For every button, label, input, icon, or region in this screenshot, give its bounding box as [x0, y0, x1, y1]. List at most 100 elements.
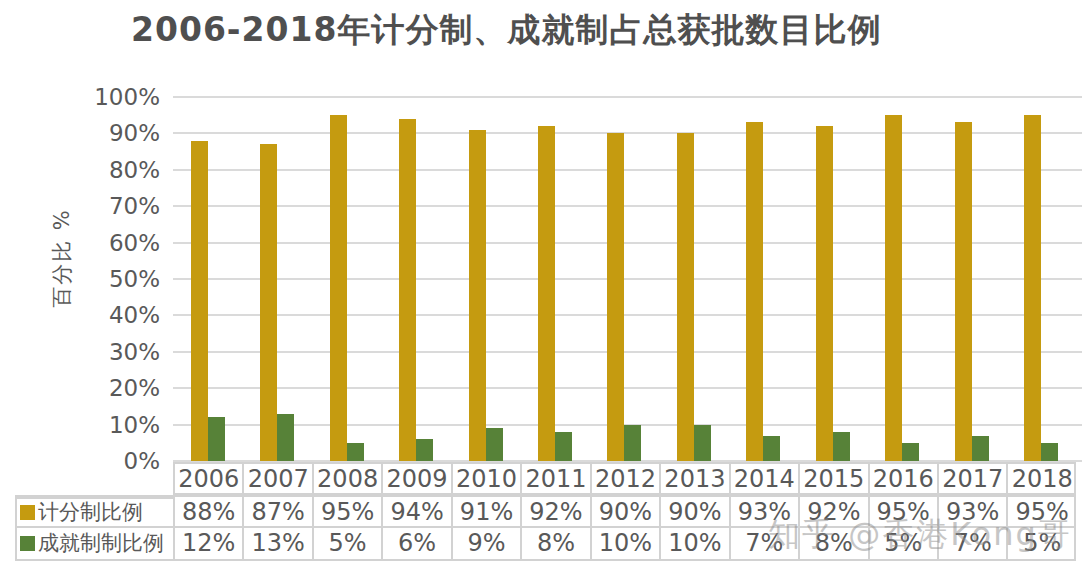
chart-title: 2006-2018年计分制、成就制占总获批数目比例: [131, 8, 881, 53]
bar-series2: [277, 414, 294, 461]
value-cell: 5%: [312, 528, 381, 559]
bar-series2: [208, 417, 225, 461]
value-cell: 5%: [1006, 528, 1075, 559]
year-cell: 2015: [798, 464, 867, 493]
bar-series1: [330, 115, 347, 461]
table-header-row: 2006200720082009201020112012201320142015…: [173, 462, 1076, 495]
year-cell: 2006: [173, 464, 242, 493]
y-axis-title: 百分比 %: [48, 208, 76, 308]
bar-series1: [1024, 115, 1041, 461]
value-cell: 92%: [798, 497, 867, 526]
value-cell: 6%: [381, 528, 450, 559]
bar-series1: [816, 126, 833, 461]
y-tick-label: 40%: [60, 302, 160, 328]
bar-group: [659, 97, 728, 461]
legend-label: 成就制制比例: [38, 528, 164, 559]
y-tick-label: 70%: [60, 193, 160, 219]
value-cell: 95%: [868, 497, 937, 526]
value-cell: 95%: [312, 497, 381, 526]
bar-series1: [469, 130, 486, 461]
bar-series2: [624, 425, 641, 461]
bar-group: [729, 97, 798, 461]
y-tick-label: 10%: [60, 412, 160, 438]
legend-swatch-icon: [20, 505, 35, 520]
year-cell: 2017: [937, 464, 1006, 493]
y-tick-label: 20%: [60, 375, 160, 401]
value-cell: 87%: [242, 497, 311, 526]
value-cell: 12%: [173, 528, 242, 559]
bar-group: [937, 97, 1006, 461]
value-cell: 7%: [937, 528, 1006, 559]
value-cell: 5%: [868, 528, 937, 559]
bar-group: [312, 97, 381, 461]
bar-group: [242, 97, 311, 461]
bar-series2: [694, 425, 711, 461]
bar-series1: [607, 133, 624, 461]
bar-group: [868, 97, 937, 461]
bar-series2: [972, 436, 989, 461]
value-cell: 10%: [659, 528, 728, 559]
bar-series2: [555, 432, 572, 461]
bar-series2: [833, 432, 850, 461]
bar-group: [590, 97, 659, 461]
value-cell: 93%: [729, 497, 798, 526]
value-cell: 93%: [937, 497, 1006, 526]
bar-group: [1007, 97, 1076, 461]
bar-group: [451, 97, 520, 461]
year-cell: 2014: [729, 464, 798, 493]
y-tick-label: 30%: [60, 339, 160, 365]
year-cell: 2008: [312, 464, 381, 493]
legend-swatch-icon: [20, 536, 35, 551]
plot-area: [173, 97, 1076, 461]
value-cell: 90%: [659, 497, 728, 526]
data-table: 2006200720082009201020112012201320142015…: [15, 462, 1076, 561]
value-cell: 8%: [798, 528, 867, 559]
value-cell: 13%: [242, 528, 311, 559]
bar-series1: [885, 115, 902, 461]
bar-series1: [955, 122, 972, 461]
bar-group: [173, 97, 242, 461]
bar-series1: [191, 141, 208, 461]
bar-group: [520, 97, 589, 461]
value-cell: 91%: [451, 497, 520, 526]
y-tick-label: 60%: [60, 230, 160, 256]
bar-series2: [1041, 443, 1058, 461]
bar-series2: [486, 428, 503, 461]
y-tick-label: 50%: [60, 266, 160, 292]
y-tick-label: 100%: [60, 84, 160, 110]
year-cell: 2011: [520, 464, 589, 493]
bar-series2: [416, 439, 433, 461]
year-cell: 2013: [659, 464, 728, 493]
y-tick-label: 80%: [60, 157, 160, 183]
value-cell: 95%: [1006, 497, 1075, 526]
value-cell: 90%: [590, 497, 659, 526]
year-cell: 2007: [242, 464, 311, 493]
year-cell: 2016: [868, 464, 937, 493]
bar-group: [381, 97, 450, 461]
bar-series1: [677, 133, 694, 461]
bar-series2: [902, 443, 919, 461]
table-series-row: 成就制制比例12%13%5%6%9%8%10%10%7%8%5%7%5%: [15, 528, 1076, 561]
value-cell: 10%: [590, 528, 659, 559]
bar-series1: [260, 144, 277, 461]
bar-series1: [399, 119, 416, 461]
bar-group: [798, 97, 867, 461]
legend-cell: 成就制制比例: [15, 528, 173, 559]
value-cell: 92%: [520, 497, 589, 526]
value-cell: 9%: [451, 528, 520, 559]
year-cell: 2012: [590, 464, 659, 493]
bar-series2: [763, 436, 780, 461]
y-tick-label: 90%: [60, 120, 160, 146]
bar-series2: [347, 443, 364, 461]
bar-series1: [538, 126, 555, 461]
table-series-row: 计分制比例88%87%95%94%91%92%90%90%93%92%95%93…: [15, 495, 1076, 528]
value-cell: 7%: [729, 528, 798, 559]
year-cell: 2010: [451, 464, 520, 493]
year-cell: 2018: [1006, 464, 1075, 493]
bar-series1: [746, 122, 763, 461]
value-cell: 94%: [381, 497, 450, 526]
legend-cell: 计分制比例: [15, 497, 173, 526]
value-cell: 88%: [173, 497, 242, 526]
value-cell: 8%: [520, 528, 589, 559]
year-cell: 2009: [381, 464, 450, 493]
